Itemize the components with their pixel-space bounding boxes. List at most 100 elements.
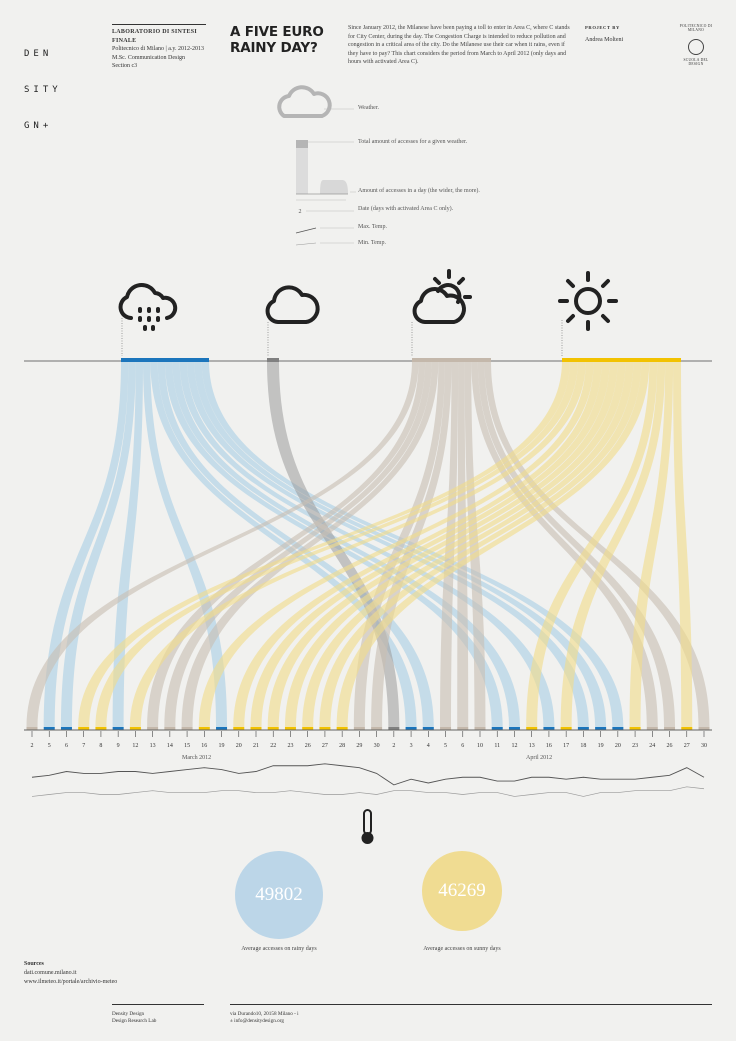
polimi-logo: POLITECNICO DI MILANO SCUOLA DEL DESIGN — [676, 24, 716, 66]
date-label: 7 — [82, 743, 85, 749]
flow-sunny — [526, 361, 658, 727]
source-bar-partly — [412, 358, 491, 362]
sources-block: Sources dati.comune.milano.it www.ilmete… — [24, 960, 117, 987]
flow-sunny — [302, 361, 634, 727]
legend-total: Total amount of accesses for a given wea… — [358, 139, 468, 145]
flow-partly — [371, 361, 452, 727]
date-label: 26 — [667, 743, 673, 749]
target-bar — [284, 727, 296, 730]
footer-address: via Durando10, 20158 Milano - i ± info@d… — [230, 1004, 712, 1025]
course-line: Politecnico di Milano | a.y. 2012-2013 — [112, 46, 204, 53]
legend-date: Date (days with activated Area C only). — [358, 206, 454, 212]
month-label-march: March 2012 — [182, 755, 212, 761]
course-line: M.Sc. Communication Design — [112, 54, 185, 61]
date-label: 20 — [615, 743, 621, 749]
date-label: 3 — [410, 743, 413, 749]
legend-cloud-icon — [277, 85, 332, 118]
source-link[interactable]: dati.comune.milano.it — [24, 970, 77, 976]
target-bar — [440, 727, 452, 730]
flow-sunny — [319, 361, 642, 727]
target-bar — [112, 727, 124, 730]
target-bar — [233, 727, 245, 730]
target-bar — [95, 727, 107, 730]
rainy-average-value: 49802 — [255, 884, 303, 905]
date-label: 6 — [461, 743, 464, 749]
date-label: 19 — [598, 743, 604, 749]
target-bar — [457, 727, 469, 730]
target-bar — [577, 727, 589, 730]
footer-address-line: via Durando10, 20158 Milano - i — [230, 1011, 299, 1017]
date-label: 30 — [374, 743, 380, 749]
flow-rain — [43, 361, 129, 727]
date-label: 2 — [392, 743, 395, 749]
target-bar — [164, 727, 176, 730]
target-bar — [405, 727, 417, 730]
target-bar — [388, 727, 400, 730]
flow-rain — [187, 361, 589, 727]
flow-layer — [26, 361, 710, 727]
date-label: 8 — [99, 743, 102, 749]
target-bar — [491, 727, 503, 730]
target-bars — [26, 727, 710, 730]
footer-address-line: ± info@densitydesign.org — [230, 1018, 284, 1024]
logo-line: GN+ — [24, 121, 53, 131]
flow-sunny — [198, 361, 594, 727]
title-line: A FIVE EURO — [230, 24, 324, 40]
source-bar-rain — [121, 358, 209, 362]
source-link[interactable]: www.ilmeteo.it/portale/archivio-meteo — [24, 979, 118, 985]
title-line: RAINY DAY? — [230, 40, 318, 56]
flow-sunny — [129, 361, 586, 727]
date-label: 4 — [427, 743, 430, 749]
date-label: 15 — [184, 743, 190, 749]
weather-access-flow-chart: 2 5 6 7 8 9 12 13 14 15 16 19 20 21 22 23 26 27 28 29 30 2 3 4 5… — [24, 269, 712, 844]
target-bar — [216, 727, 228, 730]
flow-partly — [147, 361, 426, 727]
target-bar — [508, 727, 520, 730]
target-bar — [422, 727, 434, 730]
target-bar — [319, 727, 331, 730]
source-bar-sunny — [562, 358, 681, 362]
flow-sunny — [267, 361, 618, 727]
target-bar — [353, 727, 365, 730]
sun-behind-cloud-icon — [412, 269, 472, 324]
max-temp-line — [31, 763, 705, 786]
target-bar — [250, 727, 262, 730]
footer-org-line: Design Research Lab — [112, 1018, 157, 1024]
legend-graphics: 2 — [277, 85, 356, 246]
polimi-top: POLITECNICO DI MILANO — [679, 24, 713, 32]
date-label: 24 — [649, 743, 655, 749]
rainy-average-circle: 49802 — [235, 851, 323, 939]
target-bar — [198, 727, 210, 730]
target-bar — [60, 727, 72, 730]
date-label: 17 — [563, 743, 569, 749]
legend-total-bar — [296, 140, 308, 148]
legend-amount: Amount of accesses in a day (the wider, … — [358, 188, 480, 194]
date-label: 20 — [236, 743, 242, 749]
target-bar — [612, 727, 624, 730]
target-bar — [129, 727, 141, 730]
source-bars — [121, 358, 681, 362]
date-ticks: 2 5 6 7 8 9 12 13 14 15 16 19 20 21 22 23 26 27 28 29 30 2 3 4 5… — [31, 731, 707, 749]
flow-sunny — [95, 361, 578, 727]
thermometer-icon — [361, 809, 374, 844]
legend-weather: Weather. — [358, 105, 380, 111]
target-bar — [474, 727, 486, 730]
date-label: 13 — [529, 743, 535, 749]
flow-sunny — [560, 361, 666, 727]
logo-line: DEN — [24, 49, 53, 59]
flow-rain — [172, 361, 520, 727]
author-name: Andrea Molteni — [585, 37, 624, 43]
min-temp-line — [31, 786, 705, 797]
date-label: 5 — [444, 743, 447, 749]
date-label: 16 — [546, 743, 552, 749]
rainy-average-label: Average accesses on rainy days — [241, 946, 317, 952]
date-label: 5 — [48, 743, 51, 749]
density-design-logo: DEN SITY GN+ — [24, 24, 62, 144]
target-bar — [664, 727, 676, 730]
flow-sunny — [233, 361, 602, 727]
target-bar — [267, 727, 279, 730]
target-bar — [595, 727, 607, 730]
date-label: 12 — [132, 743, 138, 749]
course-info: LABORATORIO DI SINTESI FINALE Politecnic… — [112, 24, 206, 71]
target-bar — [646, 727, 658, 730]
